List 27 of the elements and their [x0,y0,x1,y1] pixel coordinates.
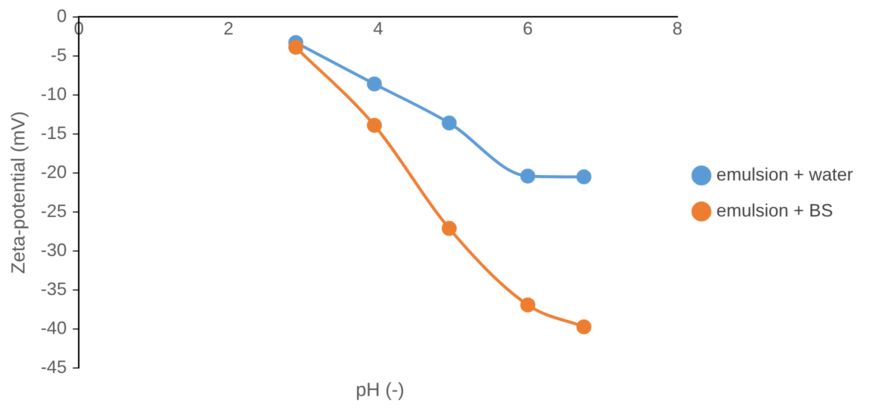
point [366,76,382,92]
x-tick-label: 2 [223,18,234,39]
y-tick-label: -30 [40,240,67,260]
point [442,116,457,130]
x-axis-title: pH (-) [354,380,406,402]
y-tick-label: -10 [40,84,67,104]
y-tick-label: -40 [40,318,67,338]
point [520,168,536,184]
y-tick-label: 0 [56,6,67,26]
y-tick-label: -15 [40,122,67,143]
point [288,40,304,55]
x-tick-label: 4 [373,18,384,39]
point [366,118,382,133]
y-tick-label: -25 [40,200,67,221]
y-tick-label: -45 [40,357,67,378]
y-tick-label: -20 [40,162,67,182]
legend-label: emulsion + water [716,164,854,184]
point [576,319,592,334]
point [442,220,457,236]
y-tick-label: -5 [50,44,67,65]
point [520,297,536,312]
legend-label: emulsion + BS [716,200,833,220]
point [576,169,592,184]
x-tick-label: 8 [672,18,682,39]
x-tick-label: 6 [522,18,533,39]
y-tick-label: -35 [40,279,67,300]
y-axis-title: Zeta-potential (mV) [8,111,30,274]
